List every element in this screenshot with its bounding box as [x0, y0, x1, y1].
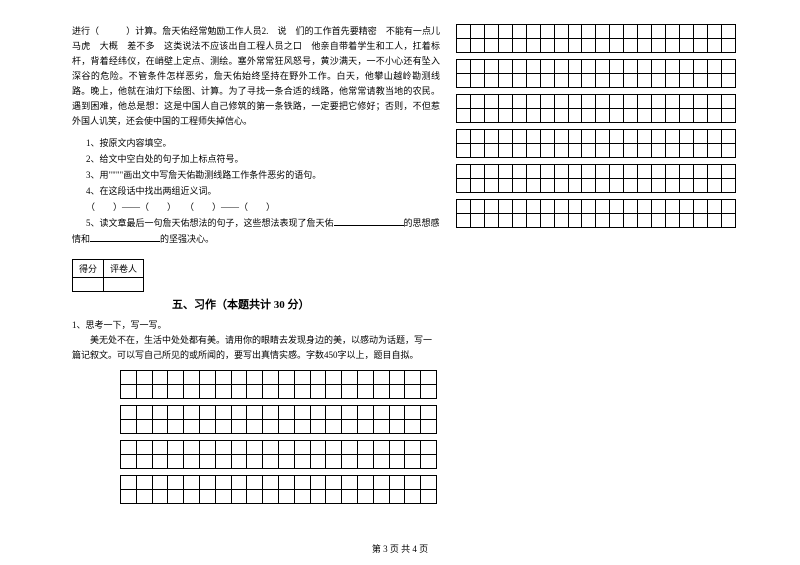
answer-grid-block[interactable]	[120, 405, 437, 434]
score-label: 得分	[73, 260, 104, 278]
score-cell[interactable]	[73, 278, 104, 292]
answer-grid-block[interactable]	[456, 129, 736, 158]
writing-prompt: 1、思考一下，写一写。 美无处不在，生活中处处都有美。请用你的眼睛去发现身边的美…	[72, 318, 440, 363]
grader-label: 评卷人	[104, 260, 144, 278]
question-5: 5、读文章最后一句詹天佑想法的句子，这些想法表现了詹天佑的思想感	[72, 215, 440, 231]
answer-grid-block[interactable]	[456, 59, 736, 88]
answer-grid-block[interactable]	[120, 440, 437, 469]
answer-grid-block[interactable]	[120, 475, 437, 504]
question-1: 1、按原文内容填空。	[72, 135, 440, 151]
answer-grid-block[interactable]	[456, 94, 736, 123]
answer-grid-block[interactable]	[456, 164, 736, 193]
reading-passage: 进行（ ）计算。詹天佑经常勉励工作人员2. 说 们的工作首先要精密 不能有一点儿…	[72, 24, 440, 129]
writing-line-2: 美无处不在，生活中处处都有美。请用你的眼睛去发现身边的美，以感动为话题，写一篇记…	[72, 333, 440, 363]
section-title: 五、习作（本题共计 30 分）	[72, 296, 440, 312]
question-4-blanks: （ ）——（ ） （ ）——（ ）	[72, 199, 440, 215]
answer-grid-block[interactable]	[456, 24, 736, 53]
score-table: 得分 评卷人	[72, 259, 144, 292]
answer-grid-block[interactable]	[456, 199, 736, 228]
writing-line-1: 1、思考一下，写一写。	[72, 318, 440, 333]
question-list: 1、按原文内容填空。 2、给文中空白处的句子加上标点符号。 3、用""""画出文…	[72, 135, 440, 247]
answer-grid-block[interactable]	[120, 370, 437, 399]
page-footer: 第 3 页 共 4 页	[0, 542, 800, 555]
grader-cell[interactable]	[104, 278, 144, 292]
question-3: 3、用""""画出文中写詹天佑勘测线路工作条件恶劣的语句。	[72, 167, 440, 183]
bottom-answer-grids	[120, 370, 437, 510]
question-4: 4、在这段话中找出两组近义词。	[72, 183, 440, 199]
right-answer-grids	[456, 24, 736, 234]
question-2: 2、给文中空白处的句子加上标点符号。	[72, 151, 440, 167]
